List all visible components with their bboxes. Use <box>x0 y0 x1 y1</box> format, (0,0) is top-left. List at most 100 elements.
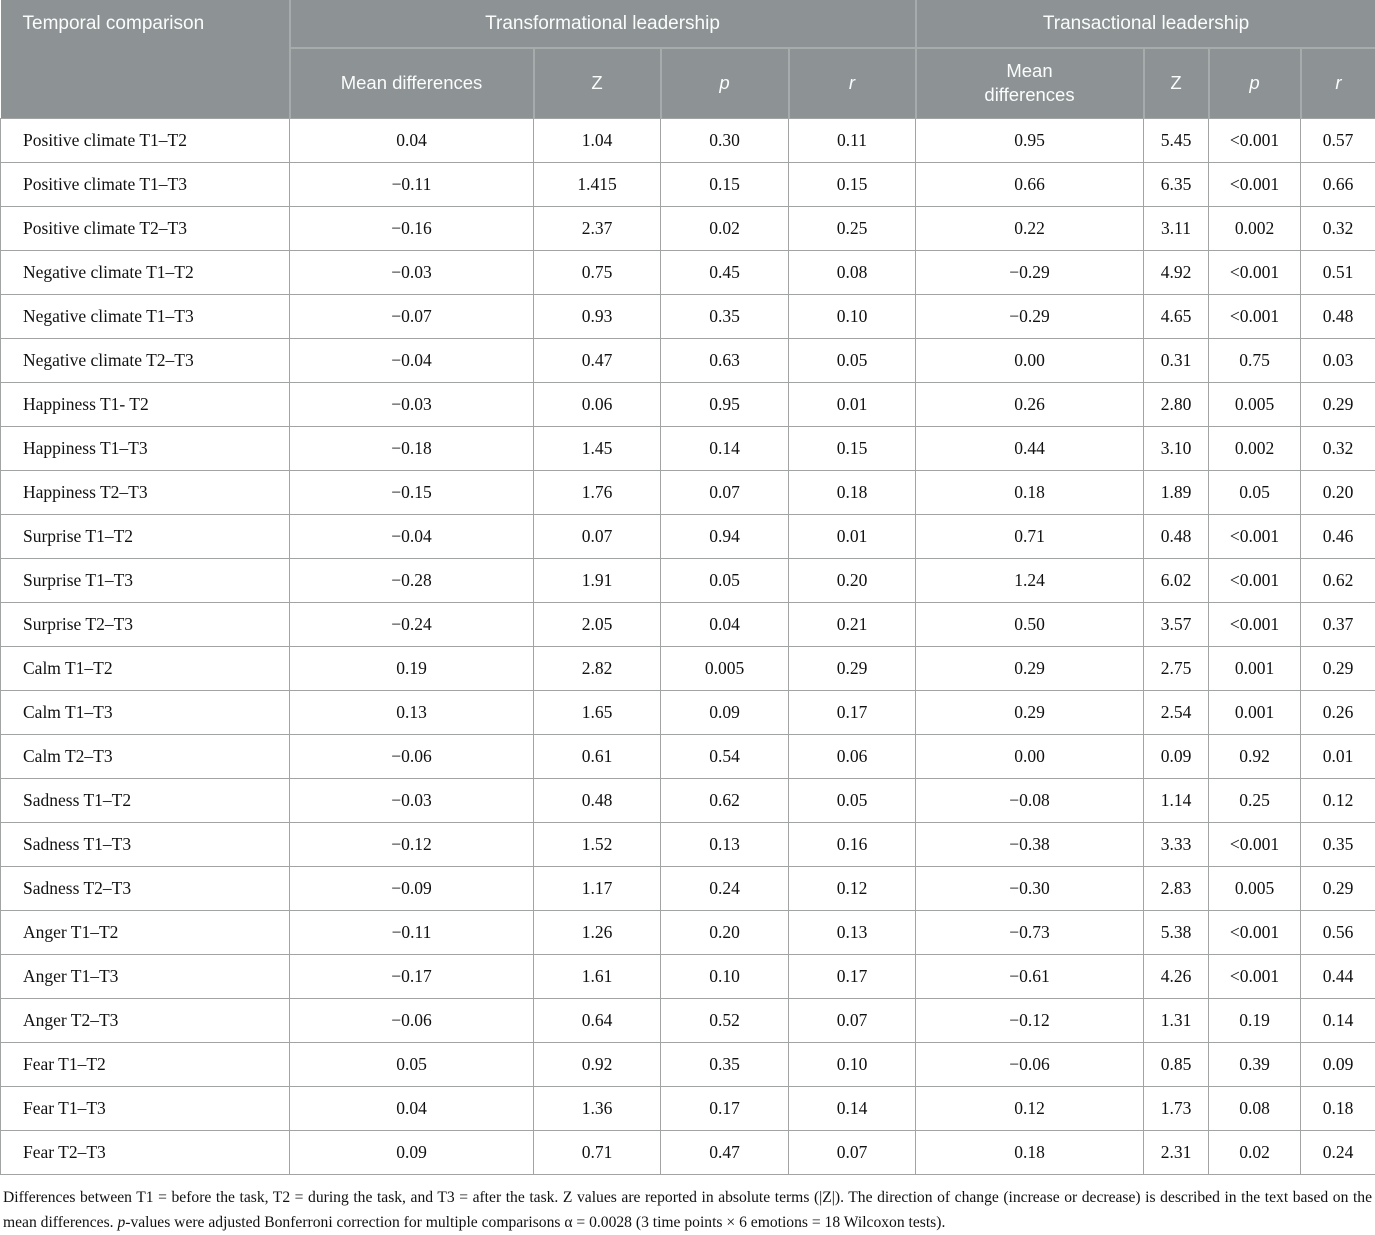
cell-value: 5.45 <box>1144 118 1209 162</box>
cell-value: 0.95 <box>916 118 1144 162</box>
row-label: Happiness T1- T2 <box>1 382 290 426</box>
cell-value: 2.05 <box>534 602 661 646</box>
cell-value: 2.54 <box>1144 690 1209 734</box>
cell-value: <0.001 <box>1209 250 1301 294</box>
cell-value: 1.65 <box>534 690 661 734</box>
cell-value: 0.12 <box>789 866 916 910</box>
row-label: Sadness T2–T3 <box>1 866 290 910</box>
statistics-table: Temporal comparison Transformational lea… <box>0 0 1375 1175</box>
cell-value: 0.01 <box>789 514 916 558</box>
cell-value: 0.05 <box>789 338 916 382</box>
cell-value: 0.93 <box>534 294 661 338</box>
cell-value: 0.92 <box>534 1042 661 1086</box>
header-tf-p: p <box>661 48 789 118</box>
cell-value: 0.26 <box>1301 690 1375 734</box>
cell-value: 4.26 <box>1144 954 1209 998</box>
cell-value: 3.10 <box>1144 426 1209 470</box>
cell-value: 0.71 <box>534 1130 661 1174</box>
cell-value: 0.18 <box>789 470 916 514</box>
cell-value: 0.005 <box>1209 866 1301 910</box>
row-label: Surprise T1–T2 <box>1 514 290 558</box>
cell-value: 0.85 <box>1144 1042 1209 1086</box>
row-label: Calm T2–T3 <box>1 734 290 778</box>
cell-value: 0.12 <box>1301 778 1375 822</box>
cell-value: 0.13 <box>661 822 789 866</box>
cell-value: 0.07 <box>534 514 661 558</box>
cell-value: 0.56 <box>1301 910 1375 954</box>
cell-value: 0.24 <box>661 866 789 910</box>
header-ts-r: r <box>1301 48 1375 118</box>
cell-value: 0.10 <box>789 294 916 338</box>
cell-value: 0.66 <box>916 162 1144 206</box>
cell-value: 0.52 <box>661 998 789 1042</box>
cell-value: 0.66 <box>1301 162 1375 206</box>
cell-value: 0.005 <box>661 646 789 690</box>
cell-value: 0.001 <box>1209 646 1301 690</box>
header-temporal-comparison: Temporal comparison <box>1 0 290 118</box>
cell-value: 0.09 <box>661 690 789 734</box>
footnote-p-italic: p <box>117 1214 125 1231</box>
cell-value: 0.07 <box>661 470 789 514</box>
header-group-transformational: Transformational leadership <box>290 0 916 48</box>
cell-value: −0.12 <box>290 822 534 866</box>
cell-value: 4.92 <box>1144 250 1209 294</box>
cell-value: 0.25 <box>789 206 916 250</box>
cell-value: 0.71 <box>916 514 1144 558</box>
cell-value: <0.001 <box>1209 294 1301 338</box>
cell-value: 1.14 <box>1144 778 1209 822</box>
cell-value: 0.06 <box>534 382 661 426</box>
cell-value: 0.48 <box>1144 514 1209 558</box>
cell-value: 0.29 <box>1301 866 1375 910</box>
header-tf-mean-differences: Mean differences <box>290 48 534 118</box>
cell-value: 0.94 <box>661 514 789 558</box>
cell-value: 0.05 <box>290 1042 534 1086</box>
cell-value: 0.09 <box>1144 734 1209 778</box>
cell-value: 0.46 <box>1301 514 1375 558</box>
cell-value: 0.35 <box>1301 822 1375 866</box>
cell-value: 0.10 <box>661 954 789 998</box>
row-label: Negative climate T2–T3 <box>1 338 290 382</box>
cell-value: 0.10 <box>789 1042 916 1086</box>
cell-value: −0.08 <box>916 778 1144 822</box>
row-label: Calm T1–T3 <box>1 690 290 734</box>
table-header: Temporal comparison Transformational lea… <box>1 0 1375 118</box>
cell-value: 0.002 <box>1209 206 1301 250</box>
cell-value: <0.001 <box>1209 118 1301 162</box>
cell-value: 0.47 <box>534 338 661 382</box>
cell-value: 0.09 <box>1301 1042 1375 1086</box>
cell-value: 0.64 <box>534 998 661 1042</box>
cell-value: 0.47 <box>661 1130 789 1174</box>
row-label: Negative climate T1–T2 <box>1 250 290 294</box>
cell-value: −0.09 <box>290 866 534 910</box>
cell-value: 0.44 <box>1301 954 1375 998</box>
cell-value: −0.11 <box>290 910 534 954</box>
cell-value: 0.30 <box>661 118 789 162</box>
cell-value: 1.45 <box>534 426 661 470</box>
cell-value: 0.13 <box>290 690 534 734</box>
cell-value: −0.06 <box>290 998 534 1042</box>
cell-value: 0.04 <box>290 1086 534 1130</box>
cell-value: 0.16 <box>789 822 916 866</box>
cell-value: 0.02 <box>661 206 789 250</box>
cell-value: −0.06 <box>290 734 534 778</box>
row-label: Sadness T1–T3 <box>1 822 290 866</box>
cell-value: −0.29 <box>916 294 1144 338</box>
cell-value: 0.24 <box>1301 1130 1375 1174</box>
header-tf-z: Z <box>534 48 661 118</box>
row-label: Surprise T1–T3 <box>1 558 290 602</box>
cell-value: 0.44 <box>916 426 1144 470</box>
cell-value: 0.15 <box>789 162 916 206</box>
cell-value: 0.04 <box>290 118 534 162</box>
cell-value: <0.001 <box>1209 822 1301 866</box>
cell-value: 1.89 <box>1144 470 1209 514</box>
cell-value: 0.32 <box>1301 426 1375 470</box>
row-label: Happiness T2–T3 <box>1 470 290 514</box>
